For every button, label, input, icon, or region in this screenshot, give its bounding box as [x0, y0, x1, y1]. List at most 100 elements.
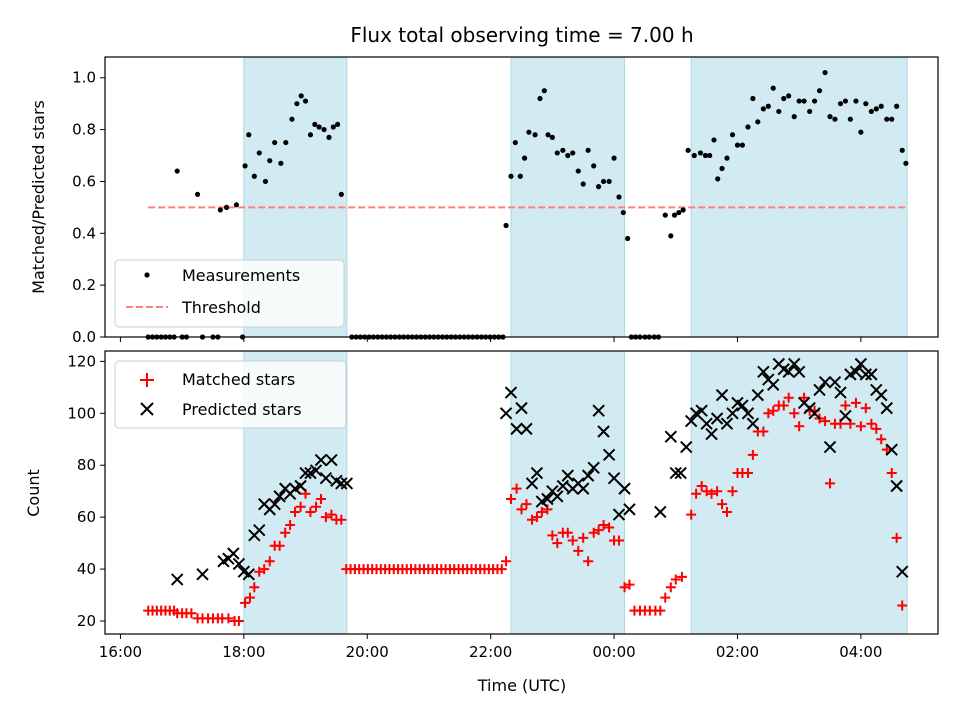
predicted-star-point: [654, 505, 667, 519]
bottom-ytick-label: 40: [77, 560, 96, 578]
matched-star-point: [613, 535, 624, 546]
measurement-point: [668, 233, 674, 239]
measurement-point: [671, 212, 678, 218]
matched-star-point: [506, 493, 517, 504]
bottom-xtick-label: 16:00: [99, 643, 142, 661]
predicted-star-point: [551, 490, 564, 503]
matched-star-point: [897, 600, 908, 611]
bottom-xtick-label: 04:00: [839, 643, 882, 661]
matched-star-point: [531, 512, 542, 523]
measurement-point: [517, 173, 523, 179]
predicted-star-point: [242, 568, 255, 581]
measurement-point: [565, 152, 571, 159]
measurement-point: [847, 116, 853, 122]
predicted-star-point: [618, 482, 631, 495]
matched-star-point: [850, 397, 861, 408]
predicted-star-point: [808, 407, 821, 420]
predicted-star-point: [196, 568, 209, 581]
matched-star-point: [311, 501, 322, 512]
predicted-star-point: [746, 417, 760, 430]
predicted-star-point: [767, 378, 780, 391]
predicted-star-point: [499, 407, 513, 420]
predicted-star-point: [541, 492, 554, 506]
measurement-point: [899, 147, 905, 153]
matched-star-point: [496, 564, 507, 575]
matched-star-point: [747, 449, 758, 460]
predicted-star-point: [530, 466, 544, 480]
bottom-plot-frame: [104, 350, 939, 635]
predicted-star-point: [232, 557, 246, 571]
predicted-star-point: [828, 375, 842, 389]
matched-star-point: [871, 423, 882, 434]
predicted-star-point: [792, 365, 806, 378]
matched-star-point: [665, 582, 676, 593]
measurement-point: [765, 103, 771, 109]
matched-star-point: [676, 571, 687, 582]
measurement-point: [894, 103, 900, 109]
top-panel: 0.0 0.2 0.4 0.6 0.8 1.0 Matched/Predicted sta…: [29, 56, 939, 346]
top-ytick-label: 0.2: [72, 276, 96, 294]
predicted-star-point: [680, 440, 693, 454]
measurement-point: [335, 121, 341, 128]
predicted-star-point: [581, 469, 595, 482]
matched-star-point: [794, 421, 805, 432]
measurement-point: [600, 178, 607, 185]
predicted-star-point: [525, 477, 539, 490]
measurement-point: [739, 142, 745, 148]
predicted-star-point: [515, 401, 528, 415]
predicted-star-point: [751, 388, 765, 402]
matched-star-point: [336, 514, 347, 525]
measurement-point: [711, 137, 717, 143]
top-ytick-label: 0.6: [72, 172, 96, 190]
predicted-star-point: [695, 404, 708, 417]
measurement-point: [734, 142, 741, 148]
matched-star-point: [604, 522, 615, 533]
legend-threshold-label: Threshold: [181, 298, 261, 317]
measurement-point: [781, 95, 787, 102]
measurement-point: [702, 152, 708, 159]
predicted-star-point: [741, 407, 755, 420]
matched-star-point: [511, 483, 522, 494]
predicted-star-point: [710, 412, 724, 425]
bottom-xtick-label: 18:00: [222, 643, 265, 661]
measurement-point: [606, 178, 612, 185]
matched-star-point: [881, 444, 892, 455]
predicted-star-point: [510, 422, 523, 436]
matched-star-point: [280, 527, 291, 538]
bottom-panel: 20 40 60 80 100 120 16:00 18:00 20:00 22:00 00:00 0…: [24, 350, 939, 695]
measurement-point: [625, 235, 631, 242]
matched-star-point: [245, 592, 256, 603]
predicted-star-point: [813, 383, 826, 397]
matched-star-point: [562, 527, 573, 538]
top-ytick-label: 0.8: [72, 121, 96, 139]
measurement-point: [330, 124, 336, 130]
measurement-point: [832, 116, 838, 122]
predicted-star-point: [504, 386, 518, 399]
predicted-star-point: [875, 388, 888, 402]
matched-star-point: [521, 499, 532, 510]
measurement-point: [289, 116, 295, 122]
predicted-star-point: [839, 409, 852, 423]
bottom-ylabel: Count: [24, 469, 43, 517]
measurement-point: [611, 155, 617, 161]
predicted-star-point: [849, 365, 863, 378]
measurement-point: [302, 98, 309, 104]
predicted-star-point: [576, 482, 590, 495]
matched-star-point: [696, 481, 707, 492]
predicted-star-point: [170, 573, 184, 586]
measurement-point: [585, 147, 591, 153]
predicted-star-point: [325, 453, 338, 467]
measurement-point: [217, 207, 223, 213]
bottom-ytick-label: 120: [67, 352, 96, 370]
predicted-star-point: [520, 422, 533, 436]
predicted-star-point: [587, 461, 600, 475]
matched-star-point: [186, 608, 197, 619]
matched-star-point: [501, 556, 512, 567]
top-plot-frame: [104, 56, 939, 338]
measurement-point: [262, 178, 269, 185]
measurement-point: [503, 222, 509, 229]
measurement-point: [616, 194, 622, 200]
measurement-point: [174, 168, 180, 174]
matched-star-point: [691, 488, 702, 499]
predicted-star-point: [607, 472, 621, 485]
